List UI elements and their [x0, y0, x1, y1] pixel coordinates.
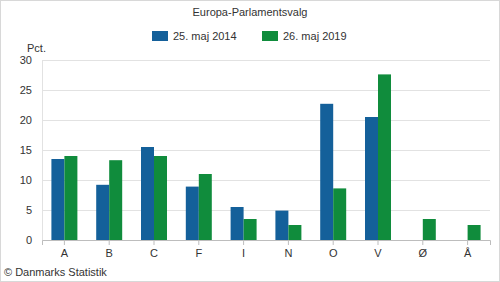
bar [423, 219, 436, 240]
x-tick-mark [333, 240, 334, 245]
x-tick-mark [422, 240, 423, 245]
grid [42, 61, 490, 241]
x-tick: O [329, 240, 338, 259]
legend-swatch [262, 31, 278, 41]
x-axis-line [43, 241, 491, 246]
x-tick: F [195, 240, 202, 259]
plot: 0 5 10 15 20 25 30 A B C F I N O V Ø Å [20, 54, 491, 259]
bar [288, 225, 301, 240]
grid-line [42, 90, 490, 91]
legend-label: 25. maj 2014 [173, 30, 237, 42]
legend: 25. maj 2014 26. maj 2019 [152, 30, 347, 42]
x-tick: V [374, 240, 382, 259]
bar [320, 104, 333, 240]
y-tick: 5 [26, 204, 42, 216]
x-tick-label: N [284, 247, 292, 259]
bar [333, 188, 346, 240]
bar [231, 207, 244, 240]
x-tick: A [61, 240, 69, 259]
legend-swatch [152, 31, 168, 41]
y-tick: 15 [20, 144, 42, 156]
x-tick-mark [154, 240, 155, 245]
x-tick-label: Å [464, 247, 472, 259]
x-tick-label: O [329, 247, 338, 259]
x-tick-label: B [106, 247, 113, 259]
bar [244, 219, 257, 240]
x-tick: B [106, 240, 113, 259]
y-tick: 10 [20, 174, 42, 186]
bar [468, 225, 481, 240]
x-axis: ABCFINOVØÅ [43, 240, 491, 259]
grid-line [42, 120, 490, 121]
x-tick-mark [64, 240, 65, 245]
x-tick: Å [464, 240, 472, 259]
x-tick-mark [243, 240, 244, 245]
x-tick-label: V [374, 247, 382, 259]
title: Europa-Parlamentsvalg [193, 6, 308, 18]
x-tick-label: Ø [419, 247, 428, 259]
y-tick: 30 [20, 54, 42, 66]
y-tick: 20 [20, 114, 42, 126]
x-tick-label: C [150, 247, 158, 259]
bar [96, 185, 109, 240]
y-tick-label: 20 [20, 114, 32, 126]
bar [199, 174, 212, 240]
bar [365, 117, 378, 240]
x-tick-mark [198, 240, 199, 245]
grid-line [42, 60, 490, 61]
legend-label: 26. maj 2019 [283, 30, 347, 42]
x-tick-label: F [195, 247, 202, 259]
y-tick: 0 [26, 234, 42, 246]
bar [275, 211, 288, 240]
y-tick-label: 15 [20, 144, 32, 156]
bar [154, 156, 167, 240]
x-tick-label: A [61, 247, 69, 259]
bar [64, 156, 77, 240]
bar [378, 74, 391, 240]
x-tick-mark [288, 240, 289, 245]
y-tick-label: 0 [26, 234, 32, 246]
x-tick-mark [467, 240, 468, 245]
bar [141, 147, 154, 240]
y-tick: 25 [20, 84, 42, 96]
x-tick-mark [378, 240, 379, 245]
y-tick-label: 25 [20, 84, 32, 96]
source-note: © Danmarks Statistik [4, 266, 107, 278]
x-tick: N [284, 240, 292, 259]
y-tick-label: 30 [20, 54, 32, 66]
background [1, 1, 500, 282]
x-tick: C [150, 240, 158, 259]
y-tick-label: 5 [26, 204, 32, 216]
x-tick-label: I [242, 247, 245, 259]
y-axis: 0 5 10 15 20 25 30 [20, 54, 43, 246]
y-axis-line [42, 61, 43, 241]
grid-line [42, 150, 490, 151]
y-tick-label: 10 [20, 174, 32, 186]
bars [51, 74, 480, 240]
bar [51, 159, 64, 240]
y-axis-label: Pct. [27, 42, 46, 54]
bar [186, 187, 199, 240]
bar [109, 160, 122, 240]
x-tick: Ø [419, 240, 428, 259]
chart: Europa-Parlamentsvalg 25. maj 2014 26. maj… [0, 0, 500, 282]
x-tick-mark [109, 240, 110, 245]
x-tick: I [242, 240, 245, 259]
